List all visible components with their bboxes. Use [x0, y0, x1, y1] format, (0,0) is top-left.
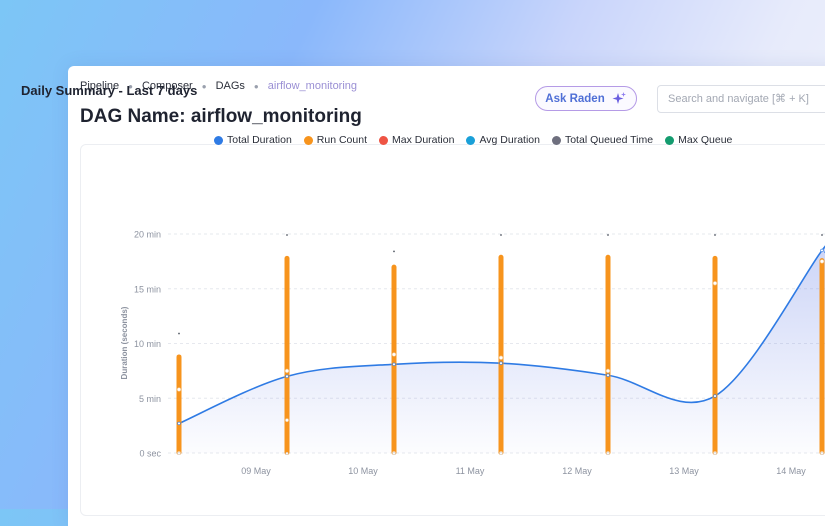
legend-label: Avg Duration [479, 134, 540, 146]
max-queue-point [177, 452, 181, 455]
run-count-bar [605, 254, 611, 455]
breadcrumb-dags[interactable]: DAGs [215, 80, 245, 92]
legend-label: Run Count [316, 134, 367, 146]
legend-dot-icon [379, 135, 388, 145]
y-tick-label: 10 min [134, 339, 161, 349]
y-axis-label: Duration (seconds) [120, 306, 129, 379]
legend-dot-icon [303, 135, 313, 145]
x-tick-label: 13 May [669, 466, 699, 476]
breadcrumb-current: airflow_monitoring [267, 80, 358, 92]
breadcrumb-composer[interactable]: Composer [141, 80, 193, 92]
breadcrumb: Pipeline ● Composer ● DAGs ● airflow_mon… [80, 80, 357, 92]
legend-total-queued-time[interactable]: Total Queued Time [551, 134, 654, 146]
page-title: DAG Name: airflow_monitoring [80, 106, 362, 127]
run-count-bar [176, 354, 182, 455]
breadcrumb-separator: ● [201, 81, 207, 91]
daily-summary-chart: 0 sec 5 min 10 min 15 min 20 min Duration (se… [120, 230, 825, 476]
total-duration-line [178, 245, 825, 425]
legend-label: Total Queued Time [564, 134, 654, 146]
avg-duration-point [712, 281, 718, 286]
x-tick-label: 12 May [562, 466, 592, 476]
legend-label: Max Duration [392, 134, 455, 146]
daily-summary-card [80, 144, 825, 516]
x-tick-label: 14 May [776, 466, 806, 476]
max-duration-point [393, 250, 395, 253]
legend-avg-duration[interactable]: Avg Duration [466, 134, 540, 146]
max-duration-point [286, 234, 288, 236]
max-duration-point [714, 234, 716, 236]
legend-max-duration[interactable]: Max Duration [379, 134, 454, 146]
avg-duration-point [391, 352, 397, 357]
run-count-bar [284, 255, 290, 455]
avg-duration-point [284, 368, 290, 373]
max-queue-point [820, 452, 824, 455]
breadcrumb-separator: ● [128, 81, 133, 91]
x-tick-label: 11 May [456, 466, 485, 476]
total-duration-area [179, 246, 825, 453]
max-queue-point [499, 452, 503, 455]
breadcrumb-pipeline[interactable]: Pipeline [80, 80, 120, 92]
legend-total-duration[interactable]: Total Duration [214, 134, 292, 146]
sparkle-icon [611, 91, 627, 107]
y-tick-label: 20 min [134, 230, 161, 240]
total-queued-time-point [285, 418, 289, 423]
total-duration-point [499, 361, 503, 365]
max-duration-point [821, 234, 823, 236]
avg-duration-point [819, 259, 825, 264]
run-count-bar [819, 258, 825, 455]
total-duration-point [392, 362, 396, 367]
legend-max-queue[interactable]: Max Queue [665, 134, 732, 146]
x-tick-label: 09 May [241, 466, 271, 476]
max-duration-point [500, 234, 502, 236]
avg-duration-point [176, 387, 182, 392]
legend-label: Total Duration [227, 134, 292, 146]
max-queue-point [285, 452, 289, 455]
avg-duration-point [498, 355, 504, 360]
breadcrumb-separator: ● [253, 81, 259, 91]
y-tick-label: 15 min [134, 284, 161, 294]
chart-legend: Total Duration Run Count Max Duration Av… [214, 134, 744, 146]
legend-dot-icon [665, 135, 675, 145]
total-duration-point [820, 248, 824, 253]
avg-duration-point [605, 368, 611, 373]
max-duration-point [178, 332, 180, 335]
total-duration-point [713, 394, 717, 398]
y-tick-label: 5 min [139, 394, 161, 404]
x-tick-label: 10 May [348, 466, 378, 476]
total-duration-point [177, 421, 181, 426]
max-queue-point [392, 452, 396, 455]
legend-run-count[interactable]: Run Count [303, 134, 367, 146]
max-duration-point [607, 234, 609, 236]
card-title: Daily Summary - Last 7 days [21, 83, 198, 98]
ask-raden-button[interactable]: Ask Raden [535, 86, 637, 111]
run-count-bar [498, 254, 504, 455]
legend-dot-icon [551, 135, 561, 145]
run-count-bar [391, 264, 397, 455]
legend-label: Max Queue [678, 134, 733, 146]
legend-dot-icon [214, 135, 223, 145]
total-duration-point [285, 374, 289, 379]
max-queue-point [713, 452, 717, 455]
search-input[interactable] [657, 85, 825, 113]
total-duration-point [606, 373, 610, 377]
run-count-bar [712, 255, 718, 455]
main-panel: Pipeline ● Composer ● DAGs ● airflow_mon… [68, 66, 825, 526]
legend-dot-icon [466, 135, 476, 145]
max-queue-point [606, 452, 610, 455]
y-tick-label: 0 sec [139, 449, 161, 459]
ask-raden-label: Ask Raden [545, 92, 605, 105]
